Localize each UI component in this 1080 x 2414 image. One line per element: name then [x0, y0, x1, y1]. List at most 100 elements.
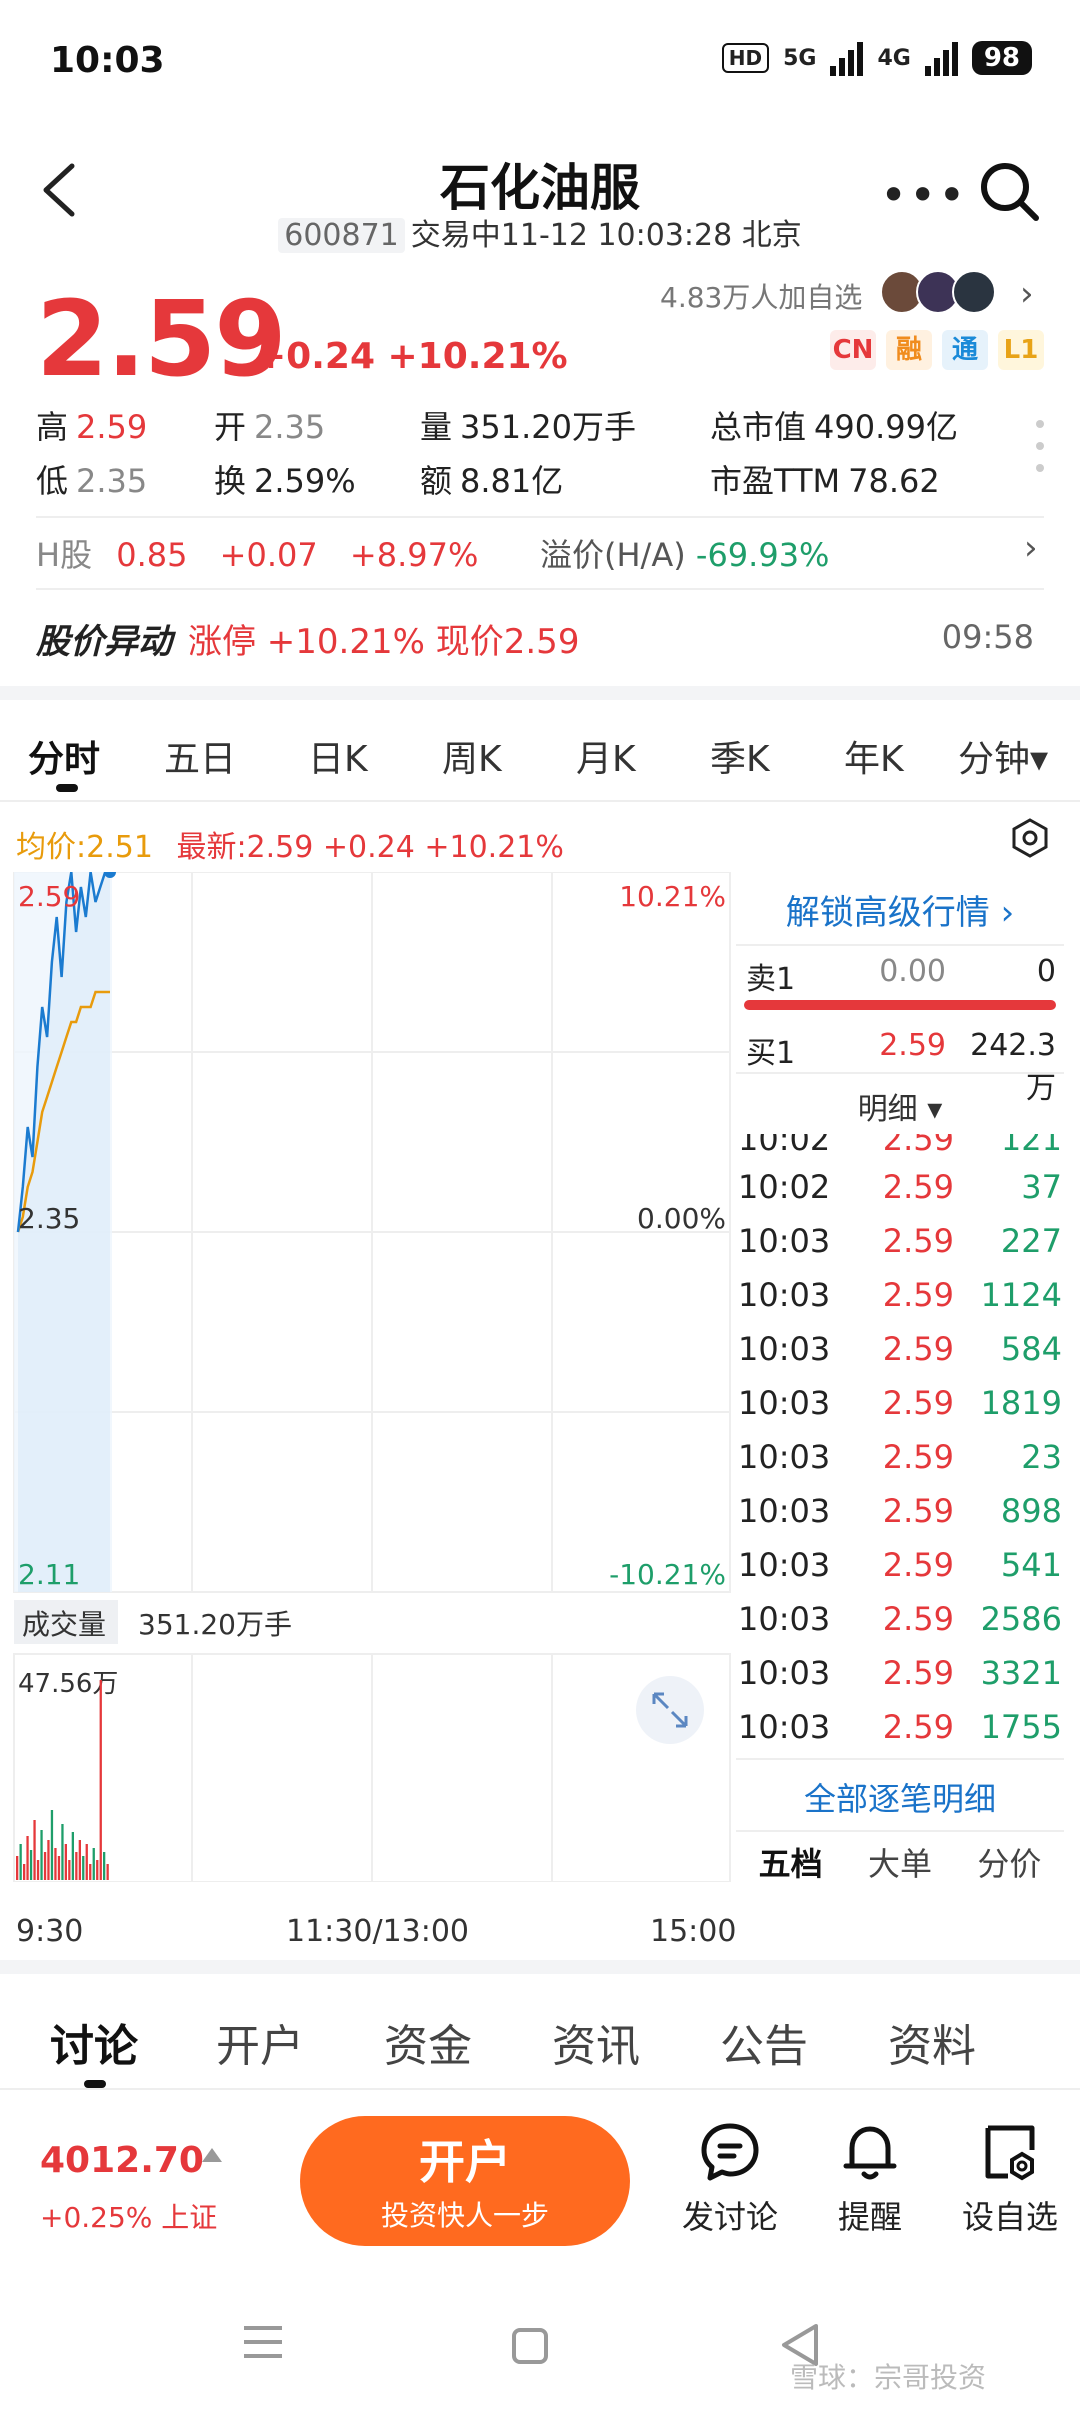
intraday-chart[interactable]: 2.59 2.35 2.11 10.21% 0.00% -10.21% 成交量 … — [12, 872, 732, 1882]
tab-open-account[interactable]: 开户 — [216, 2021, 304, 2072]
hd-icon: HD — [721, 43, 770, 73]
trade-row: 10:02 2.59 37 — [738, 1168, 1062, 1206]
h-share-row[interactable]: H股 0.85 +0.07 +8.97% — [36, 536, 479, 574]
trade-row: 10:03 2.59 227 — [738, 1222, 1062, 1260]
stat-low: 低 2.35 — [36, 462, 148, 500]
unlock-advanced-quote-link[interactable]: 解锁高级行情 › — [785, 893, 1015, 933]
x-label: 11:30/13:00 — [286, 1914, 470, 1949]
watchers-count[interactable]: 4.83万人加自选 — [660, 281, 863, 314]
settings-icon[interactable] — [1010, 818, 1050, 858]
tag-margin: 融 — [886, 330, 932, 370]
volume-bar — [68, 1860, 71, 1880]
price-grid — [13, 872, 731, 1882]
tab-big-orders[interactable]: 大单 — [867, 1845, 932, 1883]
divider — [736, 1072, 1064, 1074]
tab-news[interactable]: 资讯 — [552, 2021, 640, 2072]
tab-5day[interactable]: 五日 — [164, 739, 237, 780]
index-change: +0.25% 上证 — [40, 2201, 218, 2234]
volume-bar — [43, 1852, 47, 1880]
search-icon[interactable] — [978, 160, 1042, 224]
status-icons: HD 5G 4G 98 — [721, 40, 1032, 76]
volume-bar — [33, 1820, 36, 1880]
more-stats-icon[interactable] — [1036, 420, 1044, 486]
tab-intraday[interactable]: 分时 — [28, 739, 101, 780]
volume-bar — [89, 1864, 92, 1880]
volume-bar — [75, 1852, 78, 1880]
sell1-row: 卖1 0.00 0 — [746, 954, 1056, 997]
nav-home-icon[interactable] — [512, 2328, 548, 2364]
trade-row: 10:03 2.59 1755 — [738, 1708, 1062, 1746]
tab-five-levels[interactable]: 五档 — [758, 1845, 823, 1883]
tab-quarterly-k[interactable]: 季K — [710, 739, 770, 780]
tab-yearly-k[interactable]: 年K — [844, 739, 904, 780]
section-separator — [0, 686, 1080, 700]
post-discussion-button[interactable]: 发讨论 — [670, 2120, 790, 2238]
triangle-up-icon — [202, 2148, 222, 2162]
bid-ask-bar — [744, 1000, 1056, 1010]
nav-back-icon[interactable] — [780, 2322, 820, 2368]
trade-row: 10:03 2.59 898 — [738, 1492, 1062, 1530]
alert-button[interactable]: 提醒 — [810, 2120, 930, 2238]
status-time: 10:03 — [50, 40, 165, 81]
tab-announcements[interactable]: 公告 — [720, 2021, 808, 2072]
index-value[interactable]: 4012.70 — [40, 2140, 204, 2181]
trading-status: 交易中11-12 10:03:28 北京 — [410, 218, 802, 253]
signal-icon — [830, 40, 864, 76]
open-account-button[interactable]: 开户 投资快人一步 — [300, 2116, 630, 2246]
tab-minute[interactable]: 分钟▾ — [958, 739, 1049, 780]
current-price: 2.59 — [36, 278, 287, 400]
tab-funds[interactable]: 资金 — [384, 2021, 472, 2072]
tab-price-distribution[interactable]: 分价 — [977, 1845, 1042, 1883]
tab-profile[interactable]: 资料 — [888, 2021, 976, 2072]
tab-daily-k[interactable]: 日K — [308, 739, 368, 780]
stat-volume: 量 351.20万手 — [420, 408, 636, 446]
pct-label-mid: 0.00% — [637, 1202, 726, 1235]
stat-market-cap: 总市值 490.99亿 — [710, 408, 958, 446]
status-bar: 10:03 HD 5G 4G 98 — [0, 0, 1080, 120]
detail-dropdown[interactable]: 明细 ▾ — [857, 1092, 943, 1127]
volume-bar — [16, 1856, 19, 1880]
trade-row: 10:03 2.59 23 — [738, 1438, 1062, 1476]
average-price-line — [16, 990, 110, 1233]
watchlist-settings-button[interactable]: 设自选 — [950, 2120, 1070, 2238]
all-trades-link[interactable]: 全部逐笔明细 — [803, 1780, 996, 1818]
tab-weekly-k[interactable]: 周K — [442, 739, 502, 780]
price-area — [18, 872, 110, 1592]
y-label-bottom: 2.11 — [18, 1558, 80, 1591]
volume-total: 351.20万手 — [138, 1608, 292, 1641]
tab-indicator — [56, 784, 78, 792]
stat-high: 高 2.59 — [36, 408, 148, 446]
tag-connect: 通 — [942, 330, 988, 370]
chevron-right-icon[interactable]: › — [1024, 528, 1038, 568]
more-icon[interactable]: ••• — [880, 168, 968, 222]
pct-label-top: 10.21% — [619, 880, 726, 913]
back-icon[interactable] — [34, 160, 84, 220]
y-label-top: 2.59 — [18, 880, 80, 913]
trade-row: 10:03 2.59 3321 — [738, 1654, 1062, 1692]
orderbook-tabs: 五档 大单 分价 — [736, 1830, 1064, 1894]
trade-row: 10:03 2.59 584 — [738, 1330, 1062, 1368]
price-alert[interactable]: 股价异动 涨停 +10.21% 现价2.59 — [36, 622, 580, 662]
chevron-right-icon[interactable]: › — [1020, 274, 1034, 314]
volume-bar — [106, 1864, 109, 1880]
x-label: 15:00 — [650, 1914, 737, 1949]
section-separator — [0, 1960, 1080, 1974]
volume-label: 成交量 — [22, 1608, 106, 1641]
price-line — [16, 872, 110, 1233]
x-label: 9:30 — [16, 1914, 84, 1949]
net-5g-label: 5G — [783, 45, 817, 71]
expand-icon[interactable] — [636, 1676, 704, 1744]
volume-bar — [36, 1860, 40, 1880]
volume-bar — [92, 1848, 95, 1880]
tab-discussion[interactable]: 讨论 — [50, 2021, 138, 2072]
stock-subtitle: 600871 交易中11-12 10:03:28 北京 — [0, 210, 1080, 254]
avatar — [952, 270, 996, 314]
tab-monthly-k[interactable]: 月K — [576, 739, 636, 780]
page-title: 石化油服 — [440, 159, 640, 217]
trade-row: 10:03 2.59 2586 — [738, 1600, 1062, 1638]
nav-menu-icon[interactable] — [244, 2326, 282, 2368]
volume-bars — [16, 1680, 109, 1880]
trade-row: 10:03 2.59 1819 — [738, 1384, 1062, 1422]
volume-bar — [29, 1850, 33, 1880]
volume-bar — [82, 1856, 85, 1880]
